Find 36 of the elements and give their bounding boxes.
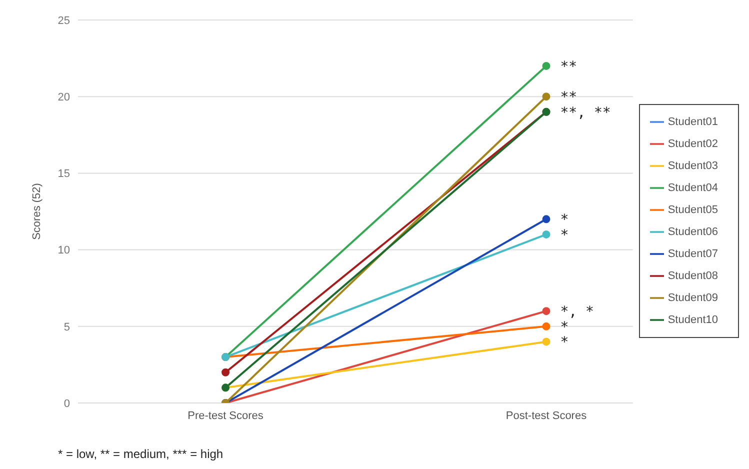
annotation: ** bbox=[560, 90, 578, 106]
text: * = low, ** = medium, *** = high bbox=[58, 447, 224, 461]
point bbox=[222, 368, 230, 376]
point bbox=[542, 338, 550, 346]
legend-label: Student04 bbox=[668, 182, 718, 194]
annotation: * bbox=[560, 334, 569, 351]
legend-label: Student08 bbox=[668, 270, 718, 282]
y-axis-title: Scores (52) bbox=[30, 183, 43, 240]
point bbox=[542, 62, 550, 70]
point bbox=[542, 230, 550, 238]
annotation: * bbox=[560, 319, 569, 336]
point bbox=[542, 307, 550, 316]
legend-label: Student06 bbox=[668, 226, 718, 238]
x-tick-label: Pre-test Scores bbox=[188, 410, 264, 422]
legend-label: Student09 bbox=[668, 292, 718, 304]
annotation: ** bbox=[560, 58, 578, 75]
x-tick-label: Post-test Scores bbox=[506, 410, 588, 422]
legend-label: Student07 bbox=[668, 248, 718, 260]
annotation: **, ** bbox=[560, 104, 611, 121]
y-tick-label: 15 bbox=[58, 168, 70, 180]
legend-label: Student03 bbox=[668, 160, 718, 172]
legend-label: Student01 bbox=[668, 116, 718, 128]
y-tick-label: 10 bbox=[58, 244, 70, 257]
point bbox=[542, 322, 550, 330]
annotation: * bbox=[560, 227, 569, 244]
y-tick-label: 20 bbox=[58, 92, 70, 104]
legend-label: Student10 bbox=[668, 314, 718, 326]
y-tick-label: 5 bbox=[64, 321, 70, 334]
y-tick-label: 25 bbox=[58, 14, 70, 27]
annotation: * bbox=[560, 212, 569, 228]
legend-label: Student02 bbox=[668, 138, 718, 150]
y-tick-label: 0 bbox=[64, 398, 70, 410]
point bbox=[542, 215, 550, 224]
annotation: *, * bbox=[560, 304, 594, 320]
legend-label: Student05 bbox=[668, 204, 718, 216]
point bbox=[542, 92, 550, 101]
